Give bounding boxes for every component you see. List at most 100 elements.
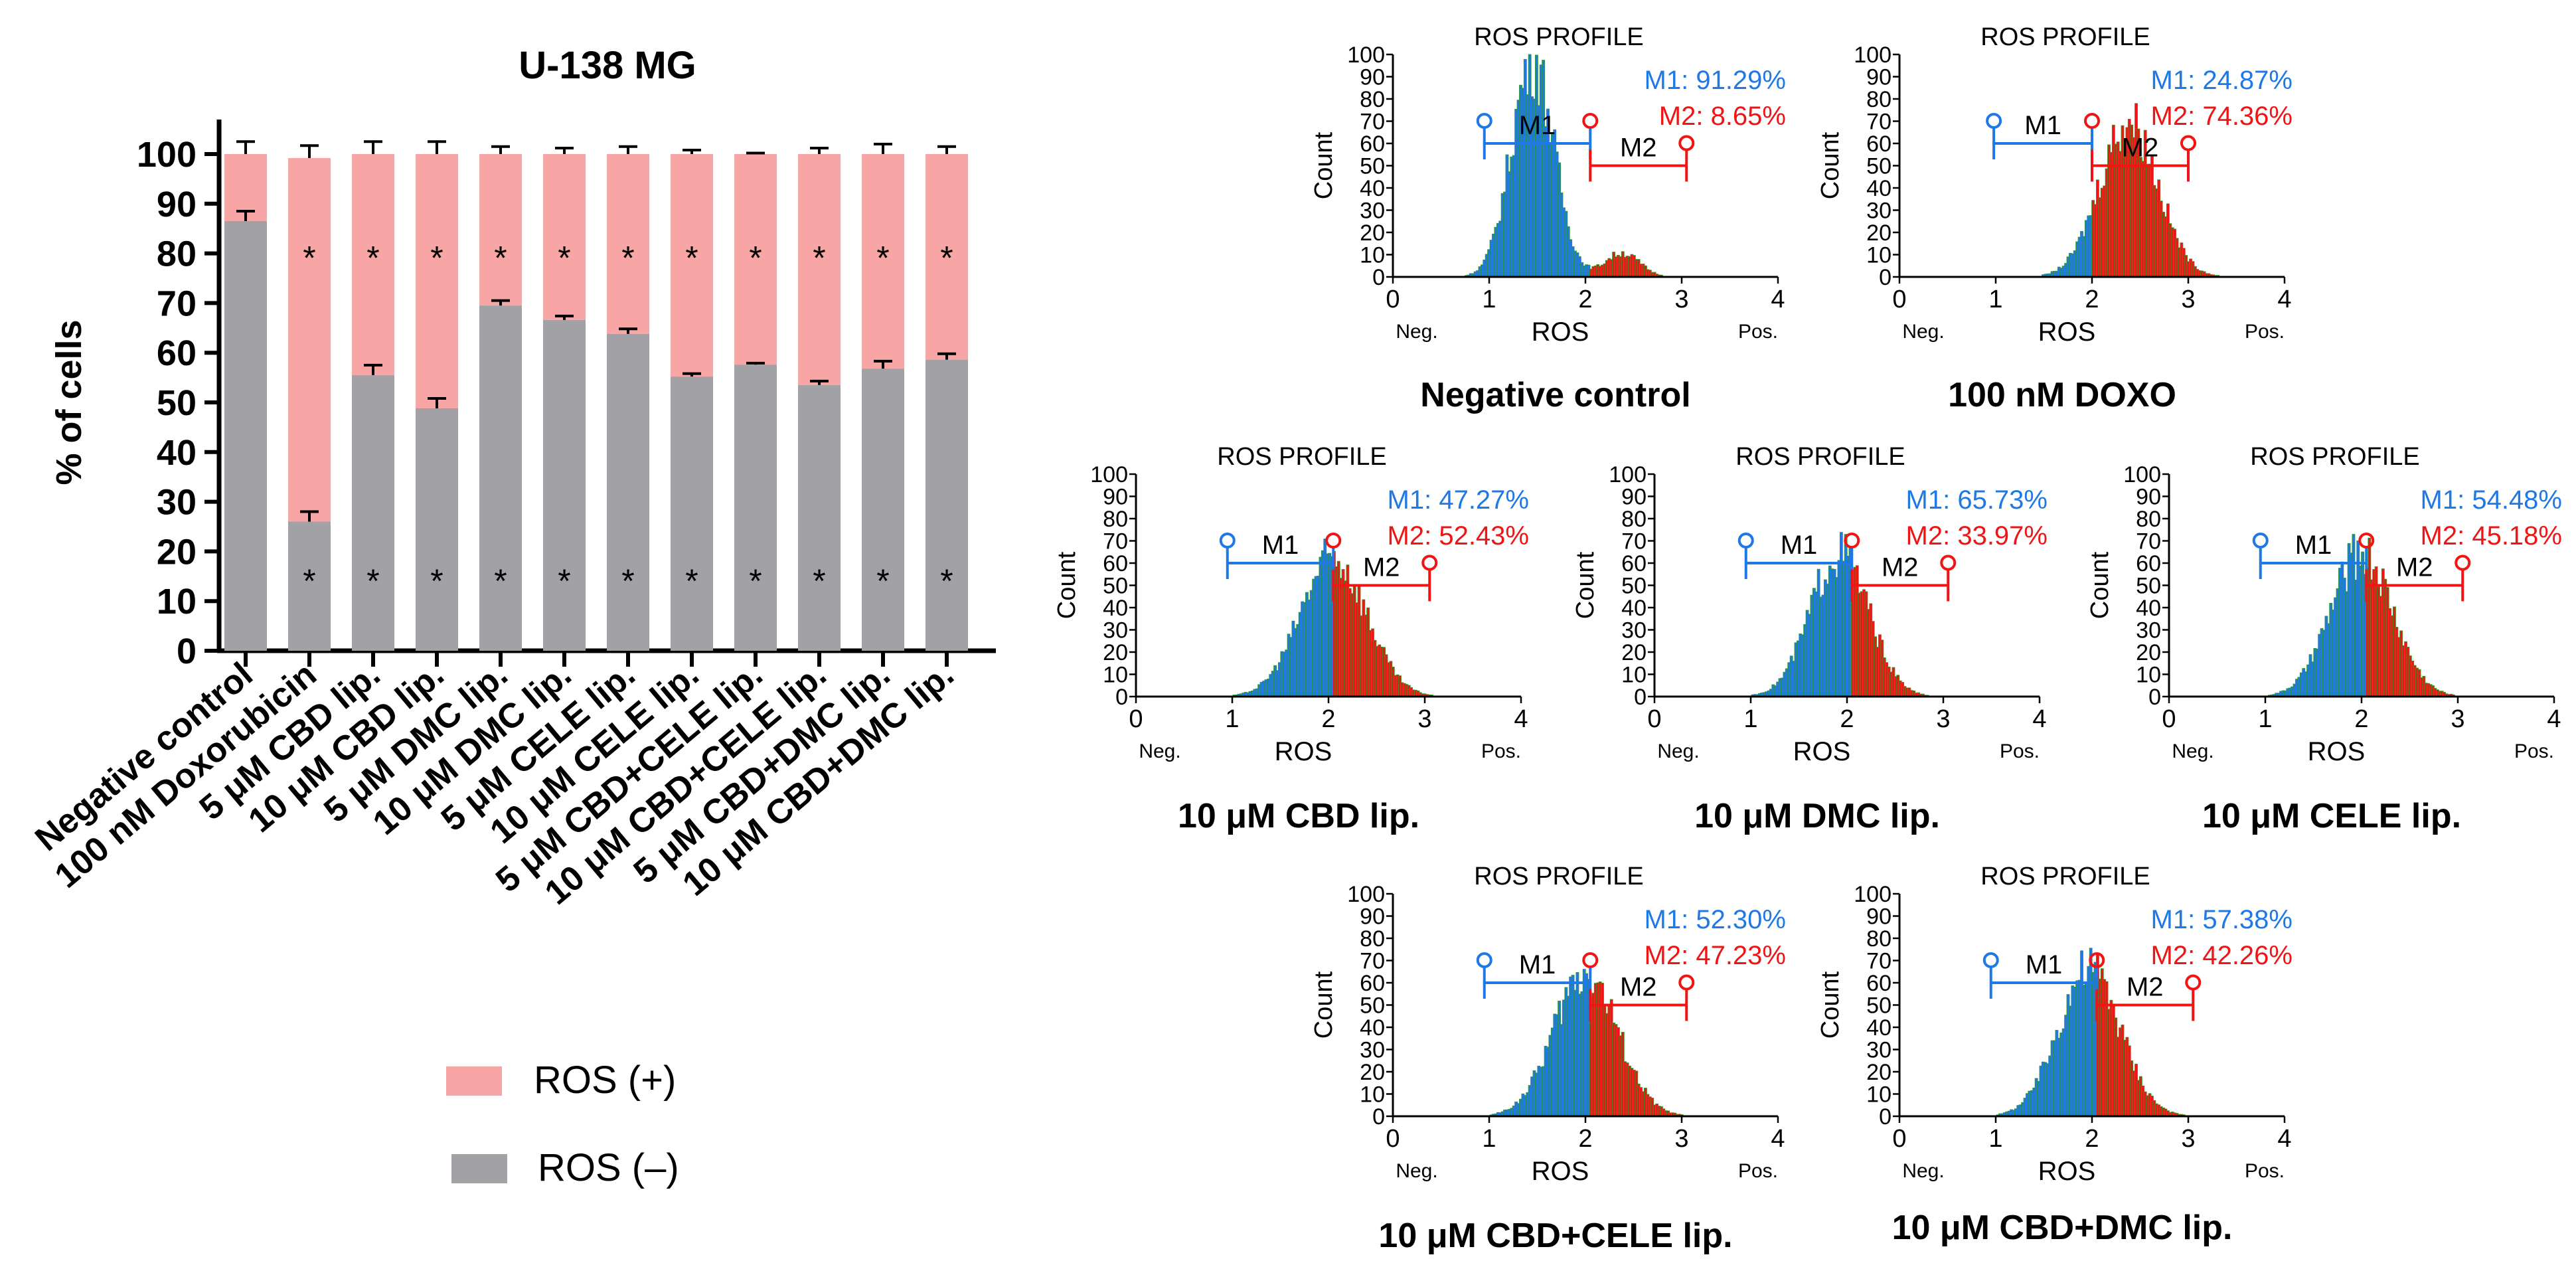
gate-m1-label: M1 <box>1781 531 1818 560</box>
y-tick-label: 10 <box>1360 1082 1385 1108</box>
y-tick-label: 100 <box>2123 462 2161 487</box>
bar-ros-negative <box>352 375 394 651</box>
significance-star-top: * <box>430 240 443 277</box>
y-tick-label: 80 <box>1360 926 1385 952</box>
y-tick-label: 20 <box>1103 640 1128 665</box>
significance-star-bottom: * <box>685 562 698 600</box>
y-tick-label: 10 <box>1103 663 1128 688</box>
x-tick-label: 4 <box>2547 705 2561 733</box>
y-tick-label: 0 <box>1372 1104 1385 1130</box>
bar-ros-positive <box>926 154 968 360</box>
significance-star-bottom: * <box>876 562 889 600</box>
x-axis-note-negative: Neg. <box>1139 740 1180 762</box>
gate-m1-label: M1 <box>2024 111 2061 140</box>
x-axis-label: ROS <box>2038 1157 2096 1186</box>
y-tick-label: 100 <box>1854 42 1892 68</box>
y-tick-label: 30 <box>1621 618 1647 643</box>
y-tick-label: 30 <box>1360 199 1385 224</box>
gates: M1 M2 <box>1982 950 2202 1021</box>
y-tick-label: 70 <box>1360 110 1385 135</box>
y-tick-label: 0 <box>1115 685 1128 710</box>
gate-m1-handle-right <box>1844 533 1860 548</box>
significance-star-top: * <box>749 240 762 277</box>
x-axis-note-positive: Pos. <box>2000 740 2040 762</box>
y-tick-label: 80 <box>1866 87 1892 112</box>
gate-m1-handle-right <box>2358 533 2375 548</box>
bar-ros-positive <box>607 154 649 334</box>
y-tick-label: 80 <box>1866 926 1892 952</box>
m2-percentage: M2: 42.26% <box>2151 941 2293 970</box>
y-tick-label: 30 <box>2136 618 2161 643</box>
x-tick-label: 1 <box>1482 1125 1496 1153</box>
y-tick-label: 90 <box>2136 485 2161 510</box>
x-axis-note-positive: Pos. <box>1738 321 1778 343</box>
histogram-title: ROS PROFILE <box>1980 23 2150 51</box>
significance-star-bottom: * <box>813 562 825 600</box>
x-tick-label: 3 <box>2451 705 2464 733</box>
bar-ros-positive <box>352 154 394 375</box>
bars: Negative control**100 nM Doxorubicin**5 … <box>28 140 968 912</box>
legend-swatch-ros-negative <box>451 1154 507 1183</box>
gate-m1-label: M1 <box>1519 950 1556 979</box>
gate-m1-handle-right <box>1582 113 1599 129</box>
legend: ROS (+) ROS (–) <box>446 1058 679 1189</box>
x-tick-label: 1 <box>1225 705 1239 733</box>
bar-ros-negative <box>224 220 267 651</box>
x-axis-note-positive: Pos. <box>1738 1160 1778 1182</box>
bar-ros-negative <box>607 333 649 651</box>
x-axis-label: ROS <box>1793 737 1851 766</box>
y-tick-label: 10 <box>2136 663 2161 688</box>
y-tick-label: 90 <box>1866 904 1892 930</box>
m2-percentage: M2: 47.23% <box>1645 941 1786 970</box>
x-axis-label: ROS <box>1275 737 1332 766</box>
y-tick-label: 60 <box>1866 971 1892 996</box>
panel-caption: 10 μM CELE lip. <box>2202 797 2461 835</box>
y-tick-label: 60 <box>1360 131 1385 157</box>
bar-ros-positive <box>288 157 331 522</box>
significance-star-bottom: * <box>430 562 443 600</box>
m2-percentage: M2: 8.65% <box>1659 102 1786 131</box>
y-tick-label: 60 <box>1866 131 1892 157</box>
bar-ros-positive <box>671 154 713 377</box>
y-tick-label: 80 <box>1103 507 1128 532</box>
histogram-bins <box>1465 54 1663 278</box>
bar-ros-negative <box>734 365 777 651</box>
x-tick-label: 4 <box>1771 286 1785 313</box>
y-axis-label: Count <box>1053 551 1081 619</box>
gate-m2-label: M2 <box>1363 553 1400 582</box>
bar-ros-negative <box>288 521 331 651</box>
m1-percentage: M1: 65.73% <box>1906 485 2048 515</box>
bar-ros-positive <box>543 154 586 320</box>
y-tick-label: 20 <box>157 532 197 572</box>
y-tick-label: 20 <box>1621 640 1647 665</box>
legend-label-ros-positive: ROS (+) <box>534 1058 676 1102</box>
bar-ros-negative <box>862 369 904 651</box>
gate-m2-label: M2 <box>2127 973 2164 1002</box>
y-tick-label: 50 <box>1103 574 1128 599</box>
x-axis-note-negative: Neg. <box>2172 740 2214 762</box>
y-tick-label: 100 <box>1347 42 1385 68</box>
histogram-bins <box>1996 948 2186 1117</box>
bar-chart-ros-u138mg: U-138 MG % of cells 0 10 20 30 40 50 60 70 80 90 100… <box>28 44 996 1189</box>
bar-ros-negative <box>416 408 458 651</box>
y-tick-label: 0 <box>1634 685 1647 710</box>
y-tick-label: 100 <box>1609 462 1647 487</box>
gate-m2-handle-right <box>1421 554 1438 571</box>
x-tick-label: 3 <box>1936 705 1950 733</box>
gate-m1-label: M1 <box>1262 531 1299 560</box>
x-axis-note-negative: Neg. <box>1902 321 1944 343</box>
histogram-title: ROS PROFILE <box>1474 23 1644 51</box>
chart-title: U-138 MG <box>519 44 696 87</box>
y-tick-label: 30 <box>1103 618 1128 643</box>
significance-star-bottom: * <box>558 562 570 600</box>
y-tick-label: 60 <box>157 333 197 373</box>
x-axis-note-negative: Neg. <box>1902 1160 1944 1182</box>
y-tick-label: 80 <box>2136 507 2161 532</box>
panel-caption: 10 μM CBD+DMC lip. <box>1892 1209 2233 1247</box>
